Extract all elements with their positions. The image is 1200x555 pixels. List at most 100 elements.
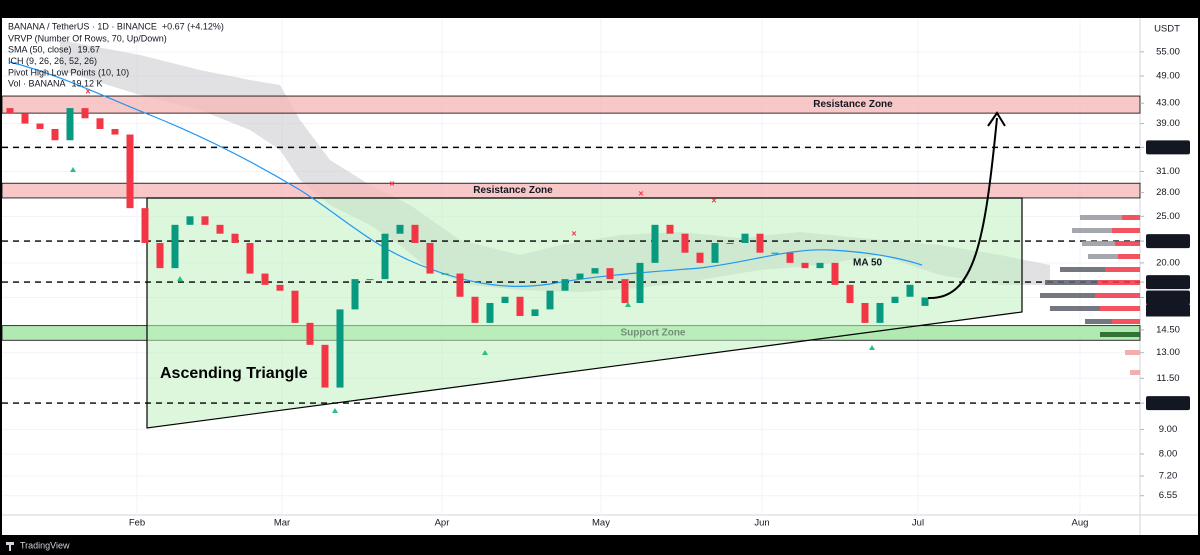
y-tick-label: 14.50 xyxy=(1156,324,1180,335)
pivot-markers: × × × × × xyxy=(70,86,875,413)
candle xyxy=(141,208,149,243)
candle xyxy=(831,262,839,285)
svg-text:×: × xyxy=(711,195,716,205)
y-axis: 55.00 49.00 43.00 39.00 34.79 31.00 28.00 25.00… xyxy=(1140,46,1190,501)
brand-logo xyxy=(6,542,14,551)
annotation: MA 50 xyxy=(853,258,883,269)
candle xyxy=(786,252,794,263)
candle xyxy=(321,344,329,388)
candle xyxy=(456,273,464,297)
y-tick-label: 34.79 xyxy=(1156,142,1180,153)
x-tick-label: Feb xyxy=(129,518,145,529)
candle xyxy=(36,123,44,129)
candle xyxy=(81,108,89,119)
arrow-head xyxy=(987,111,1006,127)
y-tick-label: 22.20 xyxy=(1156,236,1180,247)
candle xyxy=(591,268,599,274)
candle xyxy=(891,296,899,303)
x-tick-label: Jun xyxy=(754,518,769,529)
candle xyxy=(366,279,374,281)
y-tick-label: 6.55 xyxy=(1159,490,1178,501)
indicator-name: SMA (50, close) xyxy=(8,45,72,55)
candle xyxy=(201,216,209,225)
zone xyxy=(1,182,1141,199)
y-tick-label: 25.00 xyxy=(1156,211,1180,222)
candle xyxy=(561,279,569,291)
candle xyxy=(711,242,719,263)
candle xyxy=(426,242,434,274)
candle xyxy=(861,302,869,323)
candle xyxy=(351,279,359,310)
candle xyxy=(501,296,509,303)
svg-text:×: × xyxy=(638,188,643,198)
x-tick-label: Aug xyxy=(1072,518,1089,529)
candle xyxy=(411,224,419,243)
price-badge xyxy=(1146,290,1190,305)
y-tick-label: 31.00 xyxy=(1156,166,1180,177)
y-tick-label: 11.50 xyxy=(1156,373,1179,384)
candle xyxy=(696,252,704,263)
y-axis-label: USDT xyxy=(1154,24,1180,35)
candle xyxy=(96,118,104,129)
candle xyxy=(246,242,254,274)
y-tick-label: 10.21 xyxy=(1156,398,1180,409)
candle xyxy=(216,224,224,234)
candle xyxy=(606,268,614,280)
price-badge xyxy=(1146,396,1190,411)
svg-text:×: × xyxy=(85,86,90,96)
candle xyxy=(681,233,689,253)
candle xyxy=(231,233,239,243)
zone-label: Resistance Zone xyxy=(813,99,893,110)
candle xyxy=(156,242,164,269)
candle xyxy=(441,273,449,275)
candle xyxy=(171,224,179,269)
projection-arrow xyxy=(927,117,998,300)
candle xyxy=(726,242,734,244)
candle xyxy=(276,284,284,291)
candle xyxy=(486,302,494,323)
svg-text:×: × xyxy=(571,228,576,238)
price-badge xyxy=(1146,234,1190,249)
candle xyxy=(291,290,299,323)
x-axis: Feb Mar Apr May Jun Jul Aug xyxy=(129,518,1089,529)
candle xyxy=(741,233,749,243)
y-tick-label: 18.24 xyxy=(1156,277,1180,288)
indicator-name: VRVP (Number Of Rows, 70, Up/Down) xyxy=(8,33,167,43)
candle xyxy=(261,273,269,285)
candle xyxy=(921,297,929,306)
y-tick-label: 7.20 xyxy=(1159,470,1178,481)
candles xyxy=(6,108,929,388)
price-badge xyxy=(1146,304,1190,317)
x-tick-label: Jul xyxy=(912,518,924,529)
candle xyxy=(51,128,59,141)
levels xyxy=(2,146,1140,404)
x-tick-label: Mar xyxy=(274,518,290,529)
candle xyxy=(6,108,14,114)
y-tick-label: 20.00 xyxy=(1156,257,1180,268)
brand: TradingView xyxy=(20,540,70,550)
candle xyxy=(126,134,134,209)
ma-line xyxy=(9,61,923,287)
candle xyxy=(816,262,824,269)
chart-title: BANANA / TetherUS · 1D · BINANCE xyxy=(8,21,157,31)
candle xyxy=(21,113,29,124)
y-tick-label: 43.00 xyxy=(1156,98,1180,109)
candle xyxy=(906,284,914,297)
candle xyxy=(471,296,479,323)
zone-label: Resistance Zone xyxy=(473,185,553,196)
svg-text:×: × xyxy=(389,178,394,188)
y-tick-label: 16.94 xyxy=(1156,292,1180,303)
y-tick-label: 55.00 xyxy=(1156,46,1180,57)
candle xyxy=(876,302,884,323)
y-tick-label: 8.00 xyxy=(1159,449,1178,460)
price-badge xyxy=(1146,140,1190,155)
candle xyxy=(531,309,539,317)
candle xyxy=(381,233,389,280)
y-tick-label: 28.00 xyxy=(1156,187,1180,198)
x-tick-label: May xyxy=(592,518,610,529)
indicator-name: Pivot High Low Points (10, 10) xyxy=(8,67,129,77)
indicator-value: 19.12 K xyxy=(72,79,103,89)
candle xyxy=(621,279,629,303)
zone xyxy=(1,95,1141,114)
